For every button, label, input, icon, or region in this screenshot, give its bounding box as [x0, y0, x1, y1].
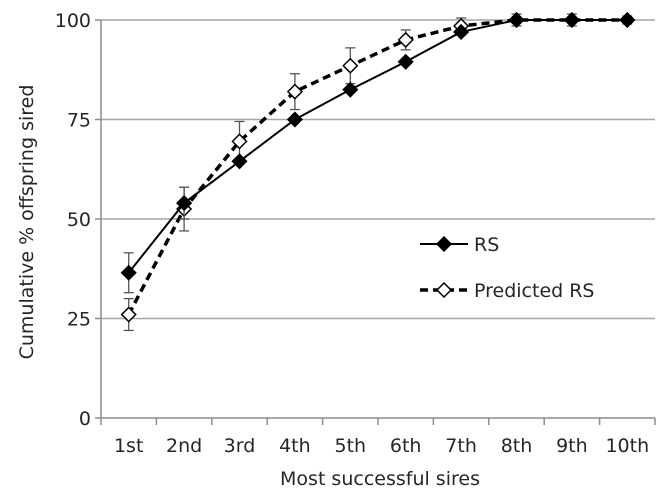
x-tick-label-10th: 10th	[605, 435, 649, 457]
point-rs-6th	[397, 53, 414, 70]
x-tick-label-2nd: 2nd	[166, 435, 202, 457]
x-tick-labels: 1st 2nd 3rd 4th 5th 6th 7th 8th 9th 10th	[100, 418, 656, 457]
point-predicted-rs-4th	[286, 83, 303, 100]
grid	[101, 19, 655, 320]
x-tick-label-3rd: 3rd	[224, 435, 256, 457]
x-tick-label-6th: 6th	[390, 435, 422, 457]
point-rs-5th	[342, 81, 359, 98]
point-rs-3rd	[231, 153, 248, 170]
point-rs-7th	[453, 23, 470, 41]
legend-label-rs: RS	[474, 234, 499, 256]
y-tick-labels: 0 25 50 75 100	[55, 10, 101, 430]
x-tick-label-7th: 7th	[445, 435, 477, 457]
x-tick-label-1st: 1st	[114, 435, 143, 457]
point-rs-1st	[120, 264, 137, 281]
legend: RS Predicted RS	[420, 234, 595, 302]
point-rs-10th	[619, 11, 636, 29]
x-tick-label-9th: 9th	[556, 435, 588, 457]
point-rs-4th	[286, 111, 303, 128]
legend-label-predicted-rs: Predicted RS	[474, 280, 595, 302]
point-predicted-rs-6th	[397, 31, 414, 48]
y-tick-label-50: 50	[67, 209, 91, 231]
x-tick-label-8th: 8th	[501, 435, 533, 457]
series-line-rs	[127, 19, 628, 274]
y-tick-label-75: 75	[67, 110, 91, 132]
point-rs-9th	[563, 11, 580, 29]
legend-marker-predicted-rs	[435, 281, 453, 299]
legend-marker-rs	[435, 235, 453, 253]
series-rs	[120, 11, 636, 294]
x-tick-label-5th: 5th	[335, 435, 367, 457]
point-predicted-rs-1st	[120, 306, 137, 323]
point-predicted-rs-3rd	[231, 133, 248, 150]
x-tick-label-4th: 4th	[279, 435, 311, 457]
series-line-predicted-rs	[127, 18, 628, 316]
point-predicted-rs-5th	[342, 57, 359, 74]
y-tick-label-100: 100	[55, 10, 91, 32]
point-rs-8th	[508, 11, 525, 29]
x-axis-title: Most successful sires	[280, 468, 480, 490]
y-tick-label-25: 25	[67, 309, 91, 331]
y-tick-label-0: 0	[79, 408, 91, 430]
y-axis-title: Cumulative % offspring sired	[16, 85, 38, 360]
point-rs-2nd	[176, 195, 193, 212]
series	[120, 11, 636, 332]
